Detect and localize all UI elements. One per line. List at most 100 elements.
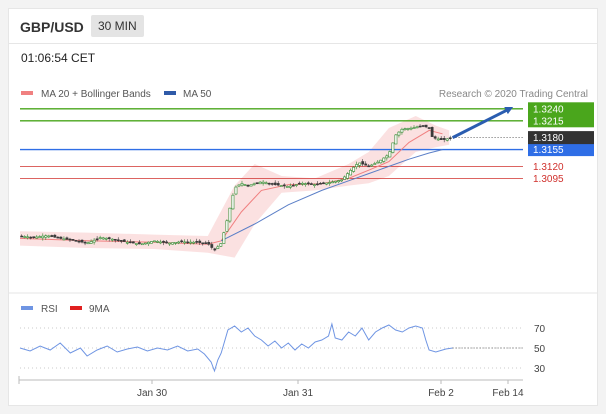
candle-body	[177, 241, 181, 244]
candle-body	[125, 241, 129, 244]
candle-body	[370, 164, 374, 167]
candle-body	[346, 173, 350, 179]
candle-body	[122, 239, 126, 242]
candle-body	[144, 242, 147, 245]
candle-body	[415, 126, 419, 129]
candle-body	[310, 183, 313, 185]
candle-body	[276, 183, 280, 186]
candle-body	[165, 241, 168, 244]
candle-body	[334, 180, 337, 183]
candle-body	[412, 127, 416, 129]
legend-ma50-swatch	[164, 91, 176, 95]
candle-body	[436, 138, 440, 141]
candle-body	[29, 236, 33, 239]
timestamp: 01:06:54 CET	[21, 51, 96, 65]
candle-body	[213, 248, 217, 251]
level-label-1.3215: 1.3215	[533, 116, 564, 127]
candle-body	[50, 235, 54, 237]
candle-body	[186, 241, 190, 244]
candle-body	[325, 182, 328, 185]
legend-rsi-label: RSI	[41, 304, 58, 315]
candle-body	[340, 179, 343, 182]
candle-body	[391, 142, 395, 153]
candle-body	[267, 182, 271, 185]
candle-body	[95, 238, 99, 241]
candle-body	[35, 236, 39, 239]
candle-body	[77, 240, 81, 243]
candle-body	[153, 240, 156, 243]
candle-body	[174, 242, 177, 244]
candle-body	[303, 183, 307, 185]
candle-body	[285, 186, 289, 188]
candle-body	[294, 184, 298, 186]
candle-body	[26, 236, 30, 239]
timeframe-button[interactable]: 30 MIN	[91, 15, 144, 37]
candle-body	[364, 163, 368, 166]
candle-body	[382, 157, 386, 162]
candle-body	[331, 181, 334, 184]
candle-body	[101, 237, 105, 240]
chart-card: GBP/USD 30 MIN 01:06:54 CET	[8, 8, 598, 406]
candle-body	[32, 236, 36, 238]
candle-body	[433, 136, 437, 139]
current-price-label: 1.3180	[533, 133, 564, 144]
candle-body	[421, 125, 425, 127]
candle-body	[406, 128, 410, 130]
candle-body	[385, 155, 389, 159]
candle-body	[258, 181, 262, 185]
candle-body	[352, 166, 356, 172]
candle-body	[140, 243, 144, 246]
candle-body	[219, 243, 223, 247]
x-tick-label: Feb 14	[492, 388, 524, 399]
rsi-line	[19, 322, 453, 373]
candle-body	[328, 182, 331, 184]
candle-body	[38, 236, 42, 238]
candle-body	[313, 184, 316, 186]
candle-body	[400, 128, 404, 133]
candle-body	[316, 183, 319, 186]
candle-body	[74, 240, 78, 242]
candle-body	[231, 194, 235, 210]
candle-body	[159, 241, 162, 244]
x-tick-label: Jan 30	[137, 388, 167, 399]
candle-body	[56, 236, 60, 239]
candle-body	[361, 161, 365, 165]
candle-body	[210, 244, 214, 248]
candle-body	[128, 241, 132, 244]
candle-body	[439, 138, 443, 140]
candle-body	[442, 138, 446, 140]
credit-text: Research © 2020 Trading Central	[439, 89, 588, 100]
candle-body	[418, 125, 422, 128]
candle-body	[306, 182, 310, 185]
candle-body	[180, 240, 184, 243]
candle-body	[270, 183, 274, 185]
candle-body	[150, 241, 153, 244]
chart-header: GBP/USD 30 MIN	[9, 9, 597, 44]
candle-body	[195, 241, 199, 243]
candle-body	[71, 239, 75, 241]
candle-body	[427, 127, 431, 129]
candle-body	[156, 241, 159, 243]
candle-body	[249, 184, 253, 187]
candle-body	[240, 183, 244, 186]
candle-body	[44, 235, 48, 238]
candle-body	[355, 164, 359, 168]
candle-body	[62, 238, 66, 241]
candle-body	[20, 235, 24, 238]
symbol-title: GBP/USD	[20, 19, 84, 35]
x-tick-label: Jan 31	[283, 388, 313, 399]
candle-body	[201, 242, 205, 245]
candle-body	[367, 165, 371, 168]
candle-body	[297, 182, 301, 185]
rsi-plot: 70 50 30	[19, 322, 546, 375]
candle-body	[225, 220, 229, 232]
candle-body	[59, 236, 63, 239]
candle-body	[134, 243, 138, 245]
x-axis: Jan 30 Jan 31 Feb 2 Feb 14	[18, 376, 524, 399]
candle-body	[162, 240, 165, 243]
candle-body	[234, 186, 238, 195]
level-label-1.3155: 1.3155	[533, 145, 564, 156]
candle-body	[131, 241, 135, 244]
candle-body	[403, 128, 407, 131]
